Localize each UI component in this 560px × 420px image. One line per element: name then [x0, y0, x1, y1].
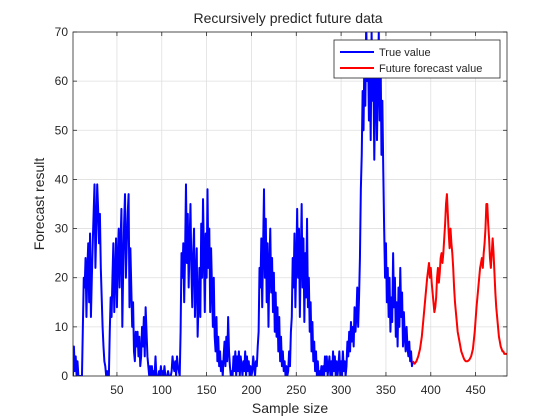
x-tick-label: 350: [376, 383, 396, 397]
plot-frame: [72, 31, 508, 377]
x-tick-label: 100: [152, 383, 172, 397]
y-tick-label: 50: [55, 123, 69, 137]
legend-label-future-forecast-value: Future forecast value: [379, 63, 482, 75]
plot-background: [73, 32, 507, 376]
legend-box: [333, 39, 501, 79]
y-tick-label: 30: [55, 222, 69, 236]
x-tick-label: 150: [197, 383, 217, 397]
x-axis-label: Sample size: [252, 400, 328, 416]
series-line-future-forecast-value: [412, 193, 507, 365]
y-axis: 0 10 20 30 40 50 60 70: [55, 25, 507, 383]
x-tick-label: 300: [331, 383, 351, 397]
plot-area: 50 100 150 200 250 300 350 400 450 0 10 20 30 40 50 60…: [55, 25, 508, 397]
y-tick-label: 10: [55, 320, 69, 334]
legend-label-true-value: True value: [379, 47, 431, 59]
x-tick-label: 450: [466, 383, 486, 397]
series-line-true-value: [73, 32, 414, 376]
y-tick-label: 40: [55, 172, 69, 186]
x-tick-label: 200: [241, 383, 261, 397]
y-tick-label: 60: [55, 74, 69, 88]
chart-title: Recursively predict future data: [193, 10, 382, 26]
x-tick-label: 400: [421, 383, 441, 397]
legend: True value Future forecast value: [333, 39, 501, 79]
series-layer: [73, 32, 507, 376]
y-tick-label: 70: [55, 25, 69, 39]
x-tick-label: 50: [110, 383, 124, 397]
y-axis-label: Forecast result: [31, 158, 47, 251]
x-axis: 50 100 150 200 250 300 350 400 450: [110, 32, 486, 397]
x-tick-label: 250: [286, 383, 306, 397]
y-tick-label: 0: [61, 369, 68, 383]
y-tick-label: 20: [55, 271, 69, 285]
